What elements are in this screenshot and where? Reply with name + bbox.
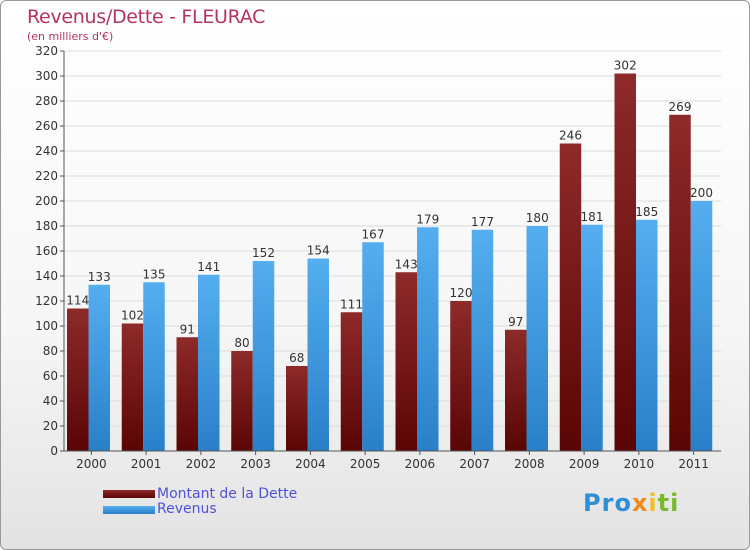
x-tick-label: 2002 [186, 457, 217, 471]
data-label-dette: 91 [180, 322, 195, 336]
bar-dette [450, 301, 472, 451]
bar-dette [505, 329, 527, 451]
y-tick-label: 40 [43, 394, 58, 408]
bar-revenus [198, 274, 220, 451]
chart-title: Revenus/Dette - FLEURAC [27, 6, 266, 28]
legend-label-revenus: Revenus [157, 501, 217, 517]
y-tick-label: 0 [50, 444, 58, 458]
legend-swatch-revenus [103, 506, 155, 514]
data-label-revenus: 177 [471, 215, 494, 229]
logo-letter: r [601, 489, 615, 517]
bar-dette [67, 308, 89, 451]
y-tick-label: 160 [35, 244, 58, 258]
data-label-dette: 102 [121, 309, 144, 323]
logo-letter: o [614, 489, 632, 517]
data-label-dette: 97 [508, 315, 523, 329]
y-tick-label: 80 [43, 344, 58, 358]
x-tick-label: 2006 [405, 457, 436, 471]
x-tick-label: 2011 [678, 457, 709, 471]
y-tick-label: 280 [35, 94, 58, 108]
y-tick-label: 260 [35, 119, 58, 133]
logo-letter: i [648, 489, 658, 517]
bar-revenus [362, 242, 384, 451]
data-label-dette: 302 [614, 59, 637, 73]
data-label-dette: 114 [66, 294, 89, 308]
bar-dette [559, 143, 582, 451]
x-tick-label: 2008 [514, 457, 545, 471]
y-tick-label: 320 [35, 44, 58, 58]
y-tick-label: 60 [43, 369, 58, 383]
bar-revenus [471, 229, 494, 451]
data-label-dette: 246 [559, 129, 582, 143]
data-label-dette: 120 [450, 286, 473, 300]
data-label-dette: 269 [669, 100, 692, 114]
y-tick-label: 220 [35, 169, 58, 183]
data-label-dette: 111 [340, 297, 363, 311]
data-label-revenus: 180 [526, 211, 549, 225]
y-tick-label: 100 [35, 319, 58, 333]
x-tick-label: 2009 [569, 457, 600, 471]
y-tick-label: 20 [43, 419, 58, 433]
data-label-revenus: 167 [362, 227, 385, 241]
bar-revenus [526, 226, 548, 451]
data-label-dette: 68 [289, 351, 304, 365]
bar-dette [231, 351, 253, 451]
data-label-revenus: 181 [581, 210, 604, 224]
legend-label-dette: Montant de la Dette [157, 486, 298, 502]
x-tick-label: 2005 [350, 457, 381, 471]
y-tick-label: 180 [35, 219, 58, 233]
bar-dette [286, 366, 308, 451]
x-tick-label: 2003 [240, 457, 271, 471]
data-label-revenus: 135 [143, 267, 166, 281]
x-tick-label: 2000 [76, 457, 107, 471]
logo-letter: t [657, 489, 671, 517]
x-tick-label: 2004 [295, 457, 326, 471]
y-tick-label: 240 [35, 144, 58, 158]
data-label-revenus: 179 [416, 212, 439, 226]
data-label-dette: 143 [395, 257, 418, 271]
logo-letter: i [670, 489, 680, 517]
y-tick-label: 200 [35, 194, 58, 208]
bar-dette [614, 73, 636, 451]
data-label-revenus: 200 [690, 186, 713, 200]
y-tick-label: 300 [35, 69, 58, 83]
y-tick-label: 120 [35, 294, 58, 308]
data-label-revenus: 154 [307, 244, 330, 258]
x-tick-label: 2010 [624, 457, 655, 471]
logo-letter: P [583, 489, 602, 517]
bar-dette [395, 272, 417, 451]
bar-revenus [417, 227, 439, 451]
bar-dette [121, 323, 144, 451]
bar-revenus [252, 261, 275, 451]
bar-dette [669, 114, 691, 451]
y-tick-label: 140 [35, 269, 58, 283]
data-label-revenus: 133 [88, 270, 111, 284]
proxiti-logo: Proxiti [583, 489, 679, 517]
data-label-revenus: 141 [197, 260, 220, 274]
bar-revenus [581, 224, 603, 451]
bar-revenus [88, 284, 110, 451]
bar-dette [340, 312, 363, 451]
legend-swatch-dette [103, 490, 155, 498]
data-label-revenus: 185 [635, 205, 658, 219]
bar-revenus [143, 282, 165, 451]
x-tick-label: 2007 [459, 457, 490, 471]
bar-revenus [636, 219, 658, 451]
chart-subtitle: (en milliers d'€) [27, 30, 114, 43]
data-label-dette: 80 [234, 336, 249, 350]
logo-letter: x [631, 489, 649, 517]
x-tick-label: 2001 [131, 457, 162, 471]
bar-revenus [690, 201, 713, 451]
data-label-revenus: 152 [252, 246, 275, 260]
bar-dette [176, 337, 198, 451]
bar-revenus [307, 258, 329, 451]
